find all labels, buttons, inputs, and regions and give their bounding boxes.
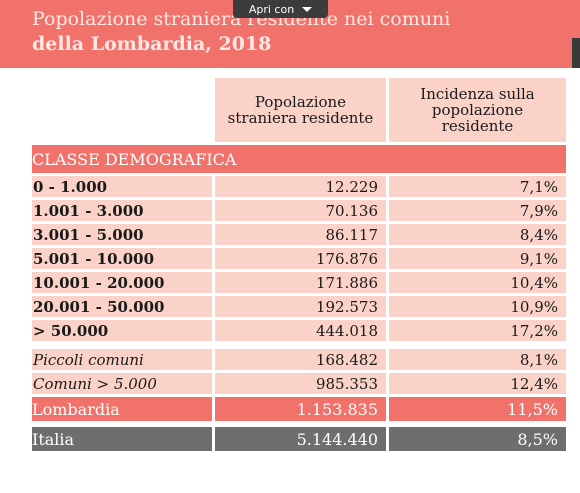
row-label: 1.001 - 3.000 bbox=[32, 200, 212, 221]
page-title-line2: della Lombardia, 2018 bbox=[32, 33, 272, 55]
row-inc: 10,9% bbox=[389, 296, 566, 317]
open-with-button[interactable]: Apri con bbox=[233, 0, 328, 18]
row-inc: 7,1% bbox=[389, 176, 566, 197]
row-label: > 50.000 bbox=[32, 320, 212, 341]
row-pop: 171.886 bbox=[215, 272, 386, 293]
row-pop: 86.117 bbox=[215, 224, 386, 245]
summary-inc: 12,4% bbox=[389, 373, 566, 394]
italia-pop: 5.144.440 bbox=[215, 427, 386, 451]
category-row: CLASSE DEMOGRAFICA bbox=[32, 145, 566, 173]
row-inc: 17,2% bbox=[389, 320, 566, 341]
summary-pop: 985.353 bbox=[215, 373, 386, 394]
open-with-label: Apri con bbox=[248, 2, 295, 16]
row-inc: 8,4% bbox=[389, 224, 566, 245]
lombardia-inc: 11,5% bbox=[389, 397, 566, 421]
row-inc: 10,4% bbox=[389, 272, 566, 293]
table-row: 20.001 - 50.000 192.573 10,9% bbox=[32, 296, 566, 317]
summary-row: Comuni > 5.000 985.353 12,4% bbox=[32, 373, 566, 394]
table-row: 5.001 - 10.000 176.876 9,1% bbox=[32, 248, 566, 269]
row-pop: 176.876 bbox=[215, 248, 386, 269]
category-label: CLASSE DEMOGRAFICA bbox=[32, 149, 237, 169]
italia-row: Italia 5.144.440 8,5% bbox=[32, 427, 566, 451]
lombardia-pop: 1.153.835 bbox=[215, 397, 386, 421]
chevron-down-icon bbox=[302, 6, 313, 12]
summary-label: Piccoli comuni bbox=[32, 349, 212, 370]
row-pop: 192.573 bbox=[215, 296, 386, 317]
lombardia-label: Lombardia bbox=[32, 397, 212, 421]
summary-inc: 8,1% bbox=[389, 349, 566, 370]
row-pop: 444.018 bbox=[215, 320, 386, 341]
row-label: 20.001 - 50.000 bbox=[32, 296, 212, 317]
summary-row: Piccoli comuni 168.482 8,1% bbox=[32, 349, 566, 370]
table-row: 1.001 - 3.000 70.136 7,9% bbox=[32, 200, 566, 221]
data-table: Popolazione straniera residente Incidenz… bbox=[32, 78, 566, 454]
italia-label: Italia bbox=[32, 427, 212, 451]
row-pop: 70.136 bbox=[215, 200, 386, 221]
table-row: 0 - 1.000 12.229 7,1% bbox=[32, 176, 566, 197]
dark-edge bbox=[572, 38, 580, 68]
table-row: 3.001 - 5.000 86.117 8,4% bbox=[32, 224, 566, 245]
row-pop: 12.229 bbox=[215, 176, 386, 197]
row-inc: 7,9% bbox=[389, 200, 566, 221]
table-header-row: Popolazione straniera residente Incidenz… bbox=[32, 78, 566, 142]
header-spacer bbox=[32, 78, 212, 142]
row-label: 10.001 - 20.000 bbox=[32, 272, 212, 293]
summary-label: Comuni > 5.000 bbox=[32, 373, 212, 394]
page-title-line1: Popolazione straniera residente nei comu… bbox=[32, 8, 451, 30]
row-label: 5.001 - 10.000 bbox=[32, 248, 212, 269]
table-row: > 50.000 444.018 17,2% bbox=[32, 320, 566, 341]
lombardia-row: Lombardia 1.153.835 11,5% bbox=[32, 397, 566, 421]
header-pop: Popolazione straniera residente bbox=[215, 78, 386, 142]
table-row: 10.001 - 20.000 171.886 10,4% bbox=[32, 272, 566, 293]
row-label: 0 - 1.000 bbox=[32, 176, 212, 197]
summary-pop: 168.482 bbox=[215, 349, 386, 370]
header-inc: Incidenza sulla popolazione residente bbox=[389, 78, 566, 142]
row-inc: 9,1% bbox=[389, 248, 566, 269]
row-label: 3.001 - 5.000 bbox=[32, 224, 212, 245]
italia-inc: 8,5% bbox=[389, 427, 566, 451]
